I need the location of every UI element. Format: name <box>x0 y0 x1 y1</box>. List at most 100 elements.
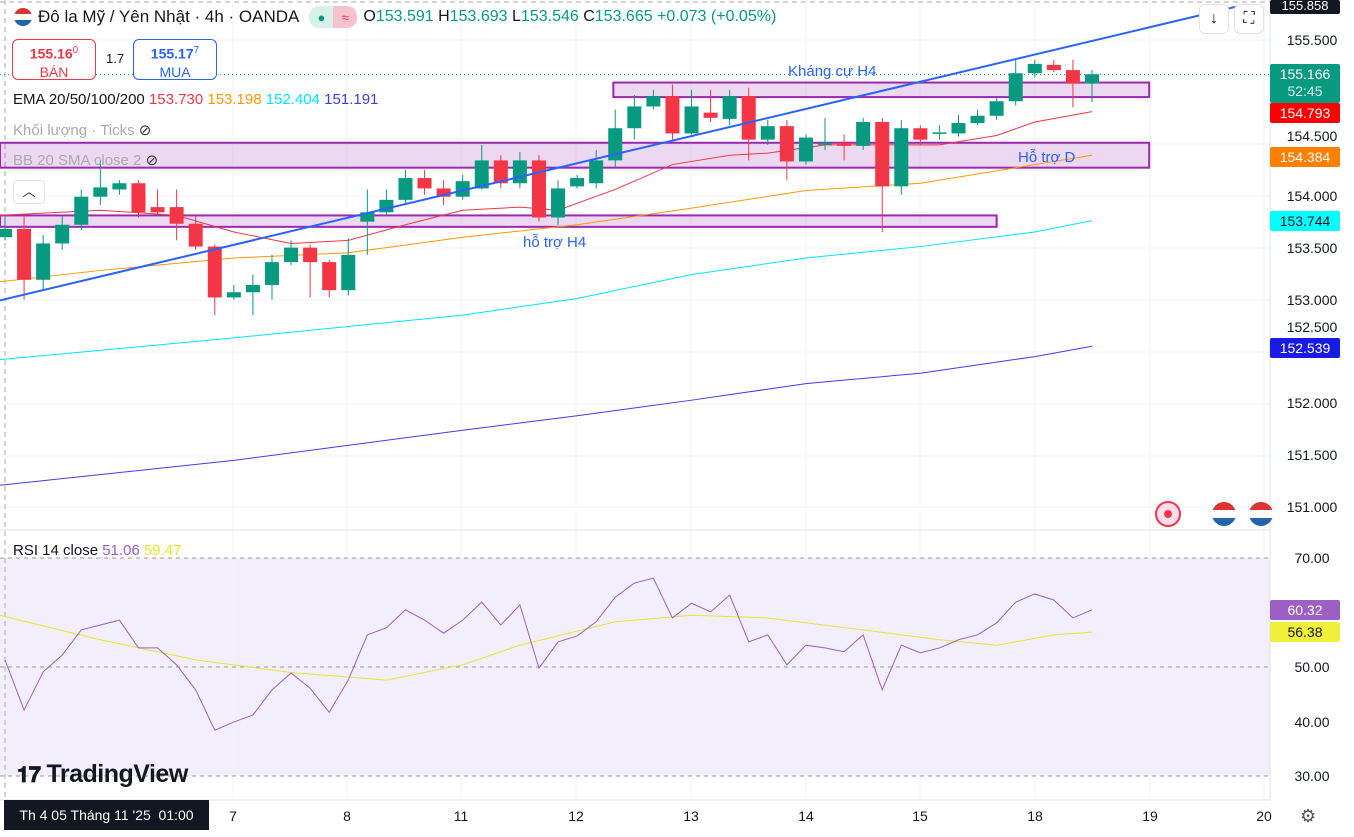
hidden-eye-icon[interactable]: ⊘ <box>138 122 152 139</box>
sell-button[interactable]: 155.160 BÁN <box>12 39 96 80</box>
candle-bearish <box>703 112 718 118</box>
price-axis-label: 153.500 <box>1286 239 1338 256</box>
rsi-legend[interactable]: RSI 14 close 51.06 59.47 <box>13 542 182 559</box>
candle-bullish <box>245 284 260 293</box>
settings-gear-icon[interactable]: ⚙ <box>1300 806 1317 826</box>
candle-bullish <box>36 243 51 280</box>
ema50-tag: 154.384 <box>1270 147 1340 167</box>
candle-bearish <box>779 126 794 162</box>
rsi-ma-tag: 56.38 <box>1270 622 1340 642</box>
time-axis-label: 19 <box>1142 808 1158 824</box>
market-status[interactable]: ● ≈ <box>309 6 358 28</box>
candle-bullish <box>856 122 871 146</box>
candle-bearish <box>322 262 337 291</box>
candle-bullish <box>970 115 985 124</box>
market-open-icon: ● <box>309 6 334 28</box>
candle-bullish <box>512 160 527 184</box>
rsi-axis-label: 30.00 <box>1294 768 1330 784</box>
rsi-axis-label: 70.00 <box>1294 550 1330 566</box>
candle-bullish <box>455 181 470 197</box>
candle-bearish <box>913 128 928 140</box>
candle-bullish <box>932 132 947 134</box>
support-d-label: Hỗ trợ D <box>1018 149 1076 166</box>
bb-legend[interactable]: BB 20 SMA close 2 ⊘ <box>13 152 159 169</box>
price-axis-label: 151.500 <box>1286 447 1338 464</box>
scroll-to-latest-button[interactable]: ↓ <box>1199 4 1229 34</box>
ema50-line <box>0 154 1093 283</box>
candle-bearish <box>531 160 546 218</box>
ema100-tag: 153.744 <box>1270 211 1340 231</box>
candle-bearish <box>188 223 203 247</box>
candle-bullish <box>684 106 699 134</box>
ema20-tag: 154.793 <box>1270 103 1340 123</box>
time-axis-label: 18 <box>1027 808 1043 824</box>
support-h4-label: hỗ trợ H4 <box>523 234 587 251</box>
trendline <box>0 3 1245 302</box>
candle-bearish <box>493 160 508 184</box>
candle-bullish <box>226 292 241 298</box>
candle-bearish <box>303 247 318 263</box>
candle-bearish <box>207 246 222 298</box>
volume-legend[interactable]: Khối lượng · Ticks ⊘ <box>13 122 152 139</box>
candle-bullish <box>0 228 12 238</box>
candle-bearish <box>131 183 146 213</box>
candle-bullish <box>55 224 70 244</box>
candle-bullish <box>1008 73 1023 102</box>
candle-bullish <box>894 128 909 187</box>
symbol-header: Đô la Mỹ / Yên Nhật · 4h · OANDA ● ≈ O153… <box>14 6 776 28</box>
spread-value: 1.7 <box>106 51 125 66</box>
symbol-title[interactable]: Đô la Mỹ / Yên Nhật · 4h · OANDA <box>38 7 300 26</box>
candle-bullish <box>589 160 604 184</box>
candle-bullish <box>760 126 775 140</box>
ema-legend[interactable]: EMA 20/50/100/200 153.730 153.198 152.40… <box>13 91 379 108</box>
time-axis-label: 11 <box>453 808 469 824</box>
candle-bullish <box>264 262 279 285</box>
candle-bearish <box>1065 70 1080 84</box>
time-axis-label: 8 <box>343 808 351 824</box>
tradingview-logo[interactable]: 𝟏𝟕 TradingView <box>17 760 188 788</box>
candle-bullish <box>951 123 966 134</box>
candle-bullish <box>1027 63 1042 74</box>
us-event-icon[interactable] <box>1249 502 1273 526</box>
collapse-legend-button[interactable]: ︿ <box>13 180 45 204</box>
candle-bearish <box>150 207 165 213</box>
candle-bearish <box>741 96 756 140</box>
candle-bullish <box>74 196 89 225</box>
candle-bullish <box>551 188 566 218</box>
price-axis-label: 154.500 <box>1286 128 1338 144</box>
buy-button[interactable]: 155.177 MUA <box>133 39 217 80</box>
candle-bearish <box>875 122 890 187</box>
ema100-line <box>0 220 1093 361</box>
candle-bullish <box>818 142 833 145</box>
candle-bullish <box>474 160 489 189</box>
delayed-data-icon: ≈ <box>333 6 358 28</box>
time-axis-label: 13 <box>683 808 699 824</box>
candle-bullish <box>627 106 642 129</box>
ohlc-values: O153.591 H153.693 L153.546 C153.665 +0.0… <box>363 8 777 25</box>
candle-bullish <box>360 212 375 222</box>
candle-bearish <box>417 178 432 189</box>
candle-bullish <box>722 96 737 119</box>
alert-icon[interactable] <box>1155 501 1181 527</box>
fullscreen-button[interactable]: ⛶ <box>1234 4 1264 34</box>
candle-bullish <box>798 137 813 162</box>
hidden-eye-icon[interactable]: ⊘ <box>145 152 159 169</box>
rsi-ma-line <box>0 614 1093 681</box>
candle-bearish <box>169 207 184 224</box>
zone-rectangle <box>612 81 1151 99</box>
candle-bullish <box>284 247 299 263</box>
us-event-icon[interactable] <box>1212 502 1236 526</box>
candle-bullish <box>93 187 108 197</box>
price-axis-label: 152.000 <box>1286 395 1338 412</box>
last-price-tag: 155.166 52:45 <box>1270 64 1340 103</box>
candle-bullish <box>398 178 413 200</box>
candle-bearish <box>1046 64 1061 71</box>
candle-bullish <box>1084 74 1099 84</box>
price-axis-label: 152.500 <box>1286 319 1338 335</box>
time-axis-label: 15 <box>912 808 928 824</box>
price-axis-label: 154.000 <box>1286 187 1338 204</box>
ema200-tag: 152.539 <box>1270 338 1340 358</box>
candle-bearish <box>837 142 852 146</box>
rsi-axis-label: 50.00 <box>1294 659 1330 675</box>
